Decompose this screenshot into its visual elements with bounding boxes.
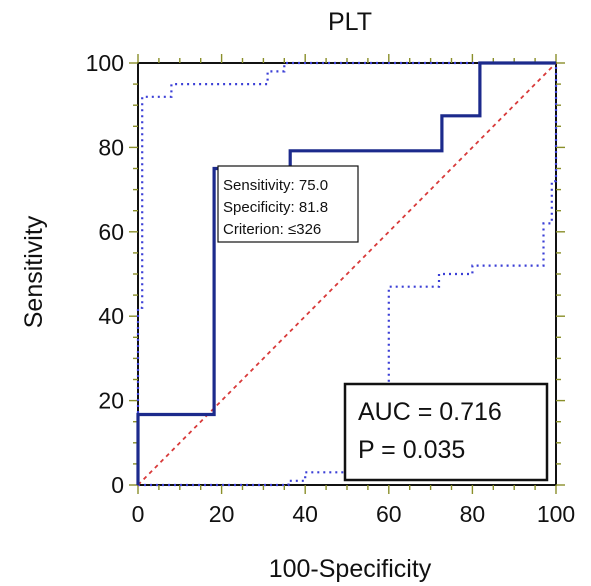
y-tick-label: 80 bbox=[98, 134, 124, 160]
ci-lower-line bbox=[138, 63, 558, 487]
annotation-specificity: Specificity: 81.8 bbox=[223, 199, 328, 216]
x-tick-label: 100 bbox=[537, 501, 575, 527]
x-tick-label: 40 bbox=[292, 501, 318, 527]
x-tick-label: 60 bbox=[376, 501, 402, 527]
annotation-sensitivity: Sensitivity: 75.0 bbox=[223, 177, 328, 194]
ci-upper-line bbox=[136, 61, 556, 485]
x-tick-label: 80 bbox=[460, 501, 486, 527]
y-tick-label: 60 bbox=[98, 219, 124, 245]
y-tick-label: 40 bbox=[98, 303, 124, 329]
criterion-box bbox=[217, 165, 359, 243]
annotation-criterion: Criterion: ≤326 bbox=[223, 221, 321, 238]
y-axis-label: Sensitivity bbox=[20, 215, 48, 328]
stats-box bbox=[343, 382, 549, 482]
x-tick-label: 20 bbox=[209, 501, 235, 527]
auc-text: AUC = 0.716 bbox=[358, 398, 502, 426]
roc-curve-line bbox=[136, 61, 556, 485]
y-tick-label: 20 bbox=[98, 388, 124, 414]
chart-title: PLT bbox=[328, 8, 372, 36]
y-tick-label: 100 bbox=[86, 50, 124, 76]
x-axis-label: 100-Specificity bbox=[269, 555, 432, 583]
y-tick-label: 0 bbox=[111, 472, 124, 498]
p-value-text: P = 0.035 bbox=[358, 436, 465, 464]
x-tick-label: 0 bbox=[132, 501, 145, 527]
x-tick-labels: 0 20 40 60 80 100 bbox=[132, 501, 576, 527]
y-tick-labels: 0 20 40 60 80 100 bbox=[86, 50, 124, 498]
